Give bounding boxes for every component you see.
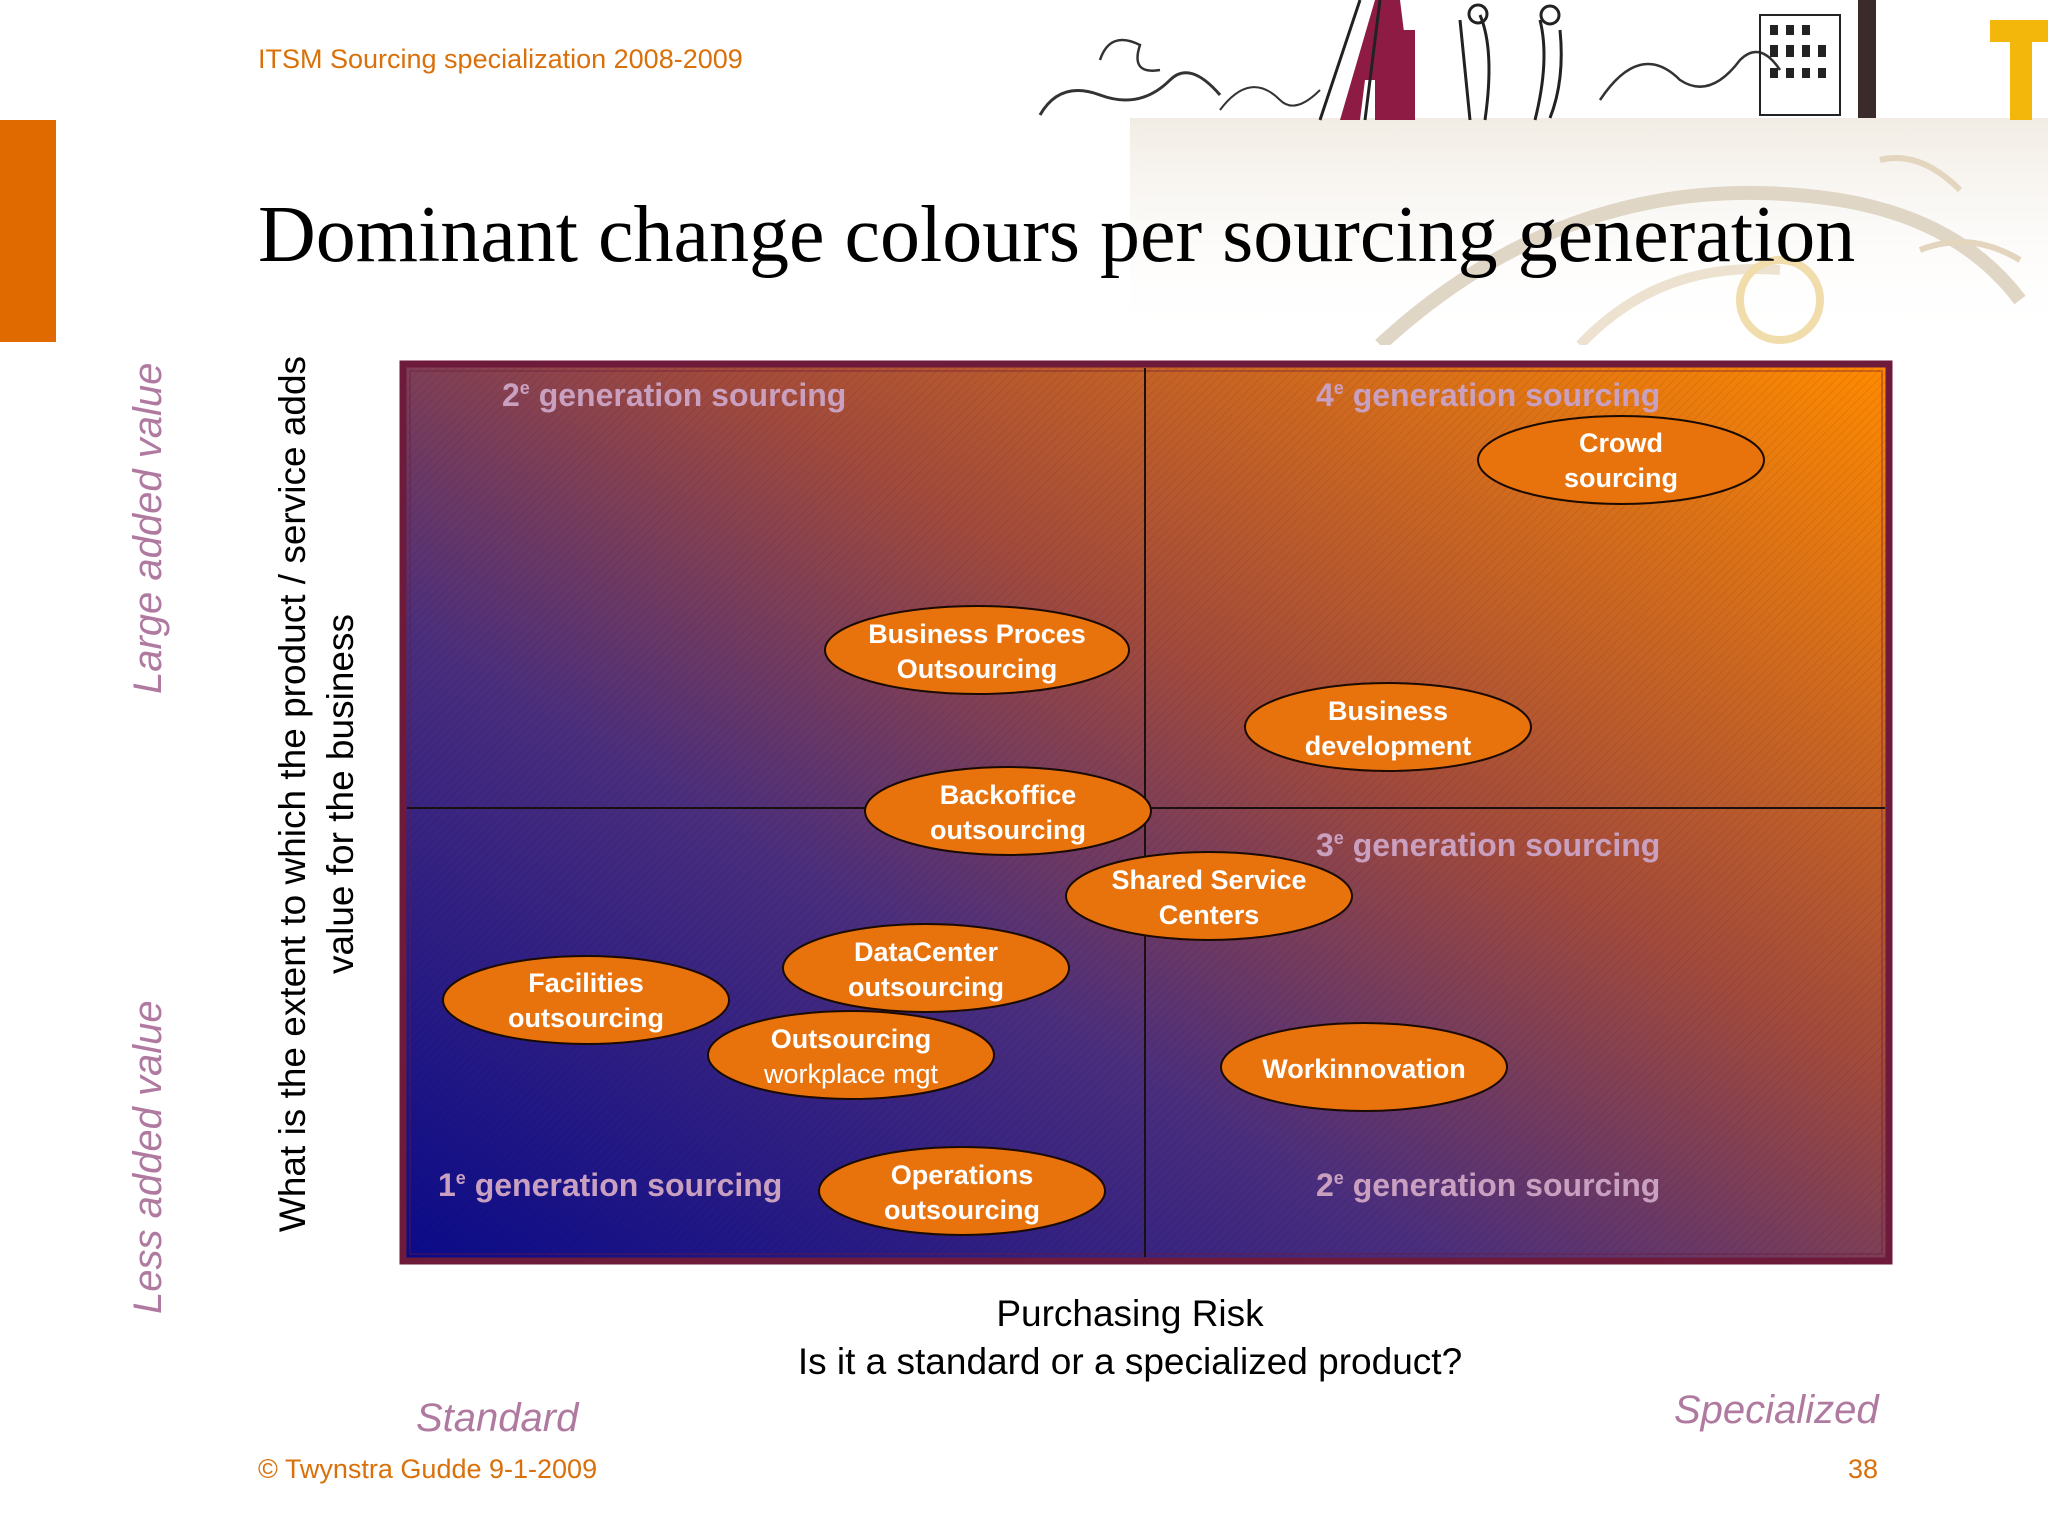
quadrant-label-top-left: 2e generation sourcing [502, 377, 846, 413]
y-axis-title-line1: What is the extent to which the product … [272, 355, 313, 1233]
node-business-process-outsourcing: Business Proces Outsourcing [824, 605, 1130, 695]
svg-text:outsourcing: outsourcing [508, 1003, 664, 1033]
x-axis-title-line1: Purchasing Risk [996, 1293, 1264, 1334]
quadrant-label-top-right: 4e generation sourcing [1316, 377, 1660, 413]
footer-copyright: © Twynstra Gudde 9-1-2009 [258, 1454, 598, 1484]
node-datacenter-outsourcing: DataCenter outsourcing [782, 923, 1070, 1013]
svg-text:Business Proces: Business Proces [868, 619, 1086, 649]
quadrant-label-bottom-left: 1e generation sourcing [438, 1167, 782, 1203]
node-shared-service-centers: Shared Service Centers [1065, 851, 1353, 941]
quadrant-label-mid-right: 3e generation sourcing [1316, 827, 1660, 863]
y-low-label: Less added value [126, 1000, 170, 1314]
svg-text:outsourcing: outsourcing [848, 972, 1004, 1002]
svg-text:workplace mgt: workplace mgt [763, 1059, 939, 1089]
x-axis-title: Purchasing Risk Is it a standard or a sp… [720, 1290, 1540, 1386]
svg-text:Backoffice: Backoffice [940, 780, 1077, 810]
quadrant-frame [399, 360, 1893, 1265]
svg-text:Outsourcing: Outsourcing [897, 654, 1058, 684]
x-axis-title-line2: Is it a standard or a specialized produc… [797, 1341, 1463, 1382]
quadrant-label-bottom-right: 2e generation sourcing [1316, 1167, 1660, 1203]
slide-title: Dominant change colours per sourcing gen… [258, 191, 1856, 279]
node-workinnovation: Workinnovation [1220, 1022, 1508, 1112]
svg-text:outsourcing: outsourcing [884, 1195, 1040, 1225]
x-low-label: Standard [416, 1396, 579, 1440]
node-outsourcing-workplace-mgt: Outsourcing workplace mgt [707, 1010, 995, 1100]
accent-side-bar [0, 120, 56, 342]
page-number: 38 [1847, 1454, 1878, 1484]
y-high-label: Large added value [126, 362, 170, 694]
svg-text:Shared Service: Shared Service [1111, 865, 1306, 895]
svg-text:Workinnovation: Workinnovation [1262, 1054, 1466, 1084]
svg-text:development: development [1305, 731, 1472, 761]
node-backoffice-outsourcing: Backoffice outsourcing [864, 766, 1152, 856]
y-axis-title: What is the extent to which the product … [269, 294, 365, 1294]
svg-text:Facilities: Facilities [528, 968, 644, 998]
svg-text:outsourcing: outsourcing [930, 815, 1086, 845]
svg-text:Centers: Centers [1159, 900, 1260, 930]
node-facilities-outsourcing: Facilities outsourcing [442, 955, 730, 1045]
course-title: ITSM Sourcing specialization 2008-2009 [258, 44, 743, 74]
x-high-label: Specialized [1674, 1388, 1879, 1432]
svg-text:Business: Business [1328, 696, 1448, 726]
svg-text:Outsourcing: Outsourcing [771, 1024, 932, 1054]
svg-text:Operations: Operations [891, 1160, 1034, 1190]
svg-text:DataCenter: DataCenter [854, 937, 999, 967]
node-operations-outsourcing: Operations outsourcing [818, 1146, 1106, 1236]
node-crowd-sourcing: Crowd sourcing [1477, 415, 1765, 505]
node-business-development: Business development [1244, 682, 1532, 772]
sketch-banner-logo [1038, 0, 2048, 345]
y-axis-title-line2: value for the business [320, 614, 361, 974]
svg-text:Crowd: Crowd [1579, 428, 1663, 458]
svg-text:sourcing: sourcing [1564, 463, 1678, 493]
